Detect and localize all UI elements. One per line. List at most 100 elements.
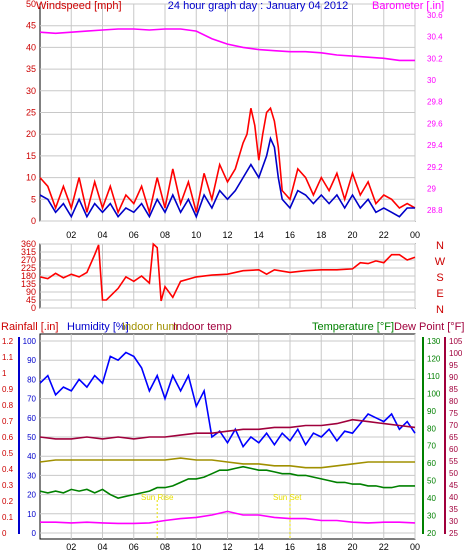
temperature-tick-label: 90 xyxy=(427,407,436,416)
temperature-tick-label: 100 xyxy=(427,389,441,398)
x-tick-label: 20 xyxy=(347,542,357,552)
legend-humidity: Humidity [%] xyxy=(67,321,129,333)
temperature-tick-label: 120 xyxy=(427,354,441,363)
humidity-tick-label: 30 xyxy=(27,471,36,480)
direction-tick-label: 90 xyxy=(26,287,36,297)
windspeed-tick-label: 45 xyxy=(26,21,36,31)
rain-tick-label: 0.6 xyxy=(2,433,14,442)
dewpoint-line xyxy=(40,510,416,525)
x-tick-label: 04 xyxy=(97,542,107,552)
windspeed-axis-label: Windspeed [mph] xyxy=(36,0,122,12)
barometer-tick-label: 30.4 xyxy=(427,33,443,42)
humidity-axis-ticks: 0 10 20 30 40 50 60 70 80 90 100 xyxy=(23,337,37,538)
x-tick-label: 06 xyxy=(129,542,139,552)
compass-label: E xyxy=(436,288,443,300)
compass-label: S xyxy=(436,272,443,284)
barometer-axis-label: Barometer [.in] xyxy=(372,0,444,12)
x-tick-label: 18 xyxy=(316,542,326,552)
direction-tick-label: 135 xyxy=(21,279,36,289)
dewpoint-tick-label: 70 xyxy=(449,421,458,430)
rain-tick-label: 0.8 xyxy=(2,401,14,410)
x-tick-label: 10 xyxy=(191,230,201,240)
dewpoint-tick-label: 55 xyxy=(449,457,458,466)
panel2-series xyxy=(39,242,416,302)
temperature-tick-label: 40 xyxy=(427,494,436,503)
x-tick-label: 00 xyxy=(410,542,420,552)
temperature-tick-label: 20 xyxy=(427,529,436,538)
dewpoint-tick-label: 75 xyxy=(449,409,458,418)
legend-indoor-temp: Indoor temp xyxy=(173,321,232,333)
indoor-temp-line xyxy=(39,418,416,440)
dewpoint-tick-label: 100 xyxy=(449,349,463,358)
dewpoint-tick-label: 50 xyxy=(449,469,458,478)
barometer-line xyxy=(39,28,415,62)
panel1-left-ticks: 0 5 10 15 20 25 30 35 40 45 50 xyxy=(26,0,36,226)
legend-temperature: Temperature [°F] xyxy=(312,321,394,333)
windspeed-tick-label: 10 xyxy=(26,173,36,183)
temperature-tick-label: 60 xyxy=(427,459,436,468)
compass-label: W xyxy=(435,256,446,268)
direction-tick-label: 360 xyxy=(21,239,36,249)
rain-tick-label: 0.9 xyxy=(2,385,14,394)
compass-label: N xyxy=(436,240,444,252)
windspeed-tick-label: 25 xyxy=(26,108,36,118)
temperature-line xyxy=(39,465,415,499)
sunset-label: Sun Set xyxy=(273,493,302,502)
panel1-x-ticks: 02 04 06 08 10 12 14 16 18 20 22 00 xyxy=(66,230,420,240)
humidity-tick-label: 0 xyxy=(32,529,37,538)
temperature-tick-label: 50 xyxy=(427,477,436,486)
dewpoint-tick-label: 90 xyxy=(449,373,458,382)
rain-tick-label: 1.2 xyxy=(2,337,14,346)
rain-tick-label: 0.3 xyxy=(2,481,14,490)
barometer-tick-label: 29.6 xyxy=(427,119,443,128)
windspeed-tick-label: 20 xyxy=(26,129,36,139)
windspeed-tick-label: 15 xyxy=(26,151,36,161)
x-tick-label: 10 xyxy=(191,542,201,552)
dewpoint-tick-label: 45 xyxy=(449,481,458,490)
dewpoint-tick-label: 60 xyxy=(449,445,458,454)
humidity-tick-label: 20 xyxy=(27,491,36,500)
barometer-tick-label: 29.2 xyxy=(427,163,443,172)
temperature-tick-label: 30 xyxy=(427,512,436,521)
windspeed-tick-label: 35 xyxy=(26,64,36,74)
x-tick-label: 06 xyxy=(129,230,139,240)
x-tick-label: 02 xyxy=(66,230,76,240)
x-tick-label: 04 xyxy=(97,230,107,240)
barometer-tick-label: 30 xyxy=(427,76,436,85)
temperature-tick-label: 110 xyxy=(427,372,440,381)
humidity-tick-label: 60 xyxy=(27,414,36,423)
x-tick-label: 18 xyxy=(316,230,326,240)
compass-label: N xyxy=(436,304,444,316)
rain-tick-label: 0.4 xyxy=(2,465,14,474)
windspeed-tick-label: 50 xyxy=(26,0,36,9)
humidity-tick-label: 90 xyxy=(27,356,36,365)
direction-tick-label: 45 xyxy=(26,295,36,305)
barometer-tick-label: 30.2 xyxy=(427,54,443,63)
x-tick-label: 08 xyxy=(160,230,170,240)
panel3-x-ticks: 02 04 06 08 10 12 14 16 18 20 22 00 xyxy=(66,542,420,552)
humidity-tick-label: 70 xyxy=(27,395,36,404)
x-tick-label: 20 xyxy=(347,230,357,240)
legend-rainfall: Rainfall [.in] xyxy=(1,321,58,333)
humidity-tick-label: 50 xyxy=(27,433,36,442)
x-tick-label: 08 xyxy=(160,542,170,552)
direction-tick-label: 225 xyxy=(21,263,36,273)
barometer-tick-label: 29.4 xyxy=(427,141,443,150)
barometer-tick-label: 28.8 xyxy=(427,206,443,215)
barometer-tick-label: 29 xyxy=(427,184,436,193)
panel1-series xyxy=(39,28,416,219)
humidity-line xyxy=(39,351,416,449)
dewpoint-tick-label: 80 xyxy=(449,397,458,406)
rain-tick-label: 0 xyxy=(2,529,7,538)
direction-tick-label: 0 xyxy=(31,303,36,313)
x-tick-label: 14 xyxy=(254,230,264,240)
direction-tick-label: 270 xyxy=(21,255,36,265)
chart-title: 24 hour graph day : January 04 2012 xyxy=(168,0,348,12)
legend-dewpoint: Dew Point [°F] xyxy=(394,321,464,333)
x-tick-label: 14 xyxy=(254,542,264,552)
x-tick-label: 16 xyxy=(285,230,295,240)
humidity-tick-label: 10 xyxy=(27,510,36,519)
